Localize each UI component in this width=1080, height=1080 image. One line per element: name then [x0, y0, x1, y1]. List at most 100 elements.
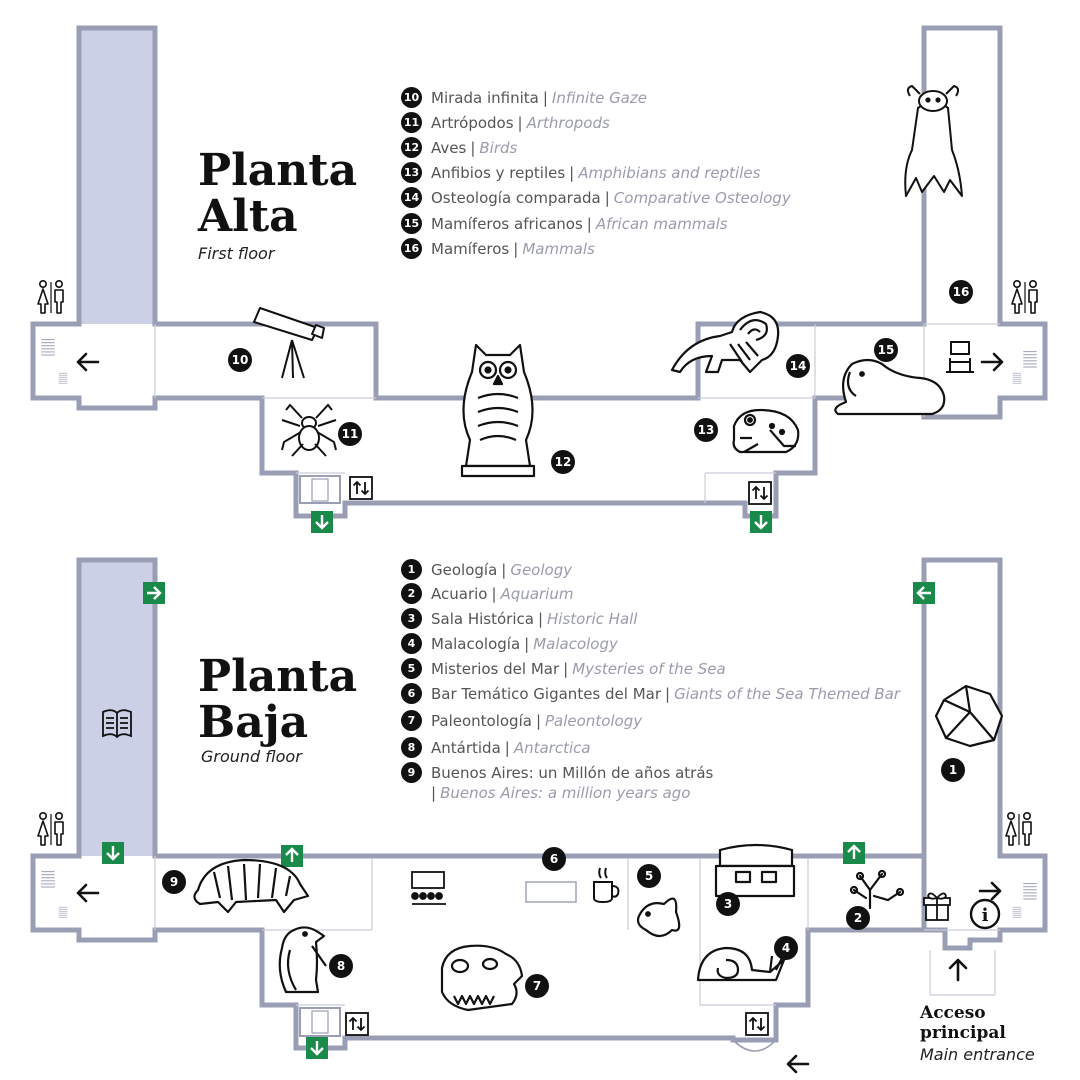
- map-marker[interactable]: 10: [228, 348, 252, 372]
- stairs-icon: [40, 338, 56, 356]
- legend-spanish: Mamíferos: [431, 239, 510, 258]
- ground-floor-title: Planta Baja: [198, 654, 357, 746]
- legend-item[interactable]: 14 Osteología comparada | Comparative Osteo…: [401, 187, 791, 208]
- legend-separator: |: [542, 88, 548, 107]
- legend-item[interactable]: 7 Paleontología | Paleontology: [401, 710, 642, 731]
- legend-item[interactable]: 2 Acuario | Aquarium: [401, 583, 573, 604]
- legend-item[interactable]: 8 Antártida | Antarctica: [401, 737, 591, 758]
- map-marker-label: 16: [953, 285, 970, 299]
- map-marker[interactable]: 3: [716, 892, 740, 916]
- map-marker[interactable]: 13: [694, 418, 718, 442]
- treasure-chest-icon: [714, 843, 796, 898]
- info-icon[interactable]: i: [969, 898, 1001, 930]
- map-marker[interactable]: 5: [637, 864, 661, 888]
- stairs-icon: [1022, 882, 1038, 900]
- emergency-exit-icon: [306, 1037, 328, 1059]
- restroom-icon: [1005, 812, 1032, 846]
- legend-english: Malacology: [533, 634, 618, 653]
- stairs-icon: [1011, 372, 1023, 384]
- snail-icon: [696, 946, 786, 982]
- legend-item[interactable]: 4 Malacología | Malacology: [401, 633, 618, 654]
- spider-icon: [281, 403, 337, 457]
- main-entrance-title-line1: Acceso: [920, 1003, 986, 1023]
- coffee-icon: [593, 867, 620, 904]
- emergency-exit-icon: [102, 842, 124, 864]
- legend-item[interactable]: 11 Artrópodos | Arthropods: [401, 112, 610, 133]
- map-marker[interactable]: 12: [551, 450, 575, 474]
- map-marker-label: 2: [854, 911, 862, 925]
- emergency-exit-icon: [913, 582, 935, 604]
- legend-number: 2: [401, 583, 422, 604]
- legend-english: African mammals: [595, 214, 728, 233]
- upper-floor-title-line1: Planta: [198, 145, 358, 196]
- ground-floor-plan: [30, 557, 1048, 1052]
- legend-separator: |: [491, 584, 497, 603]
- map-marker[interactable]: 11: [338, 422, 362, 446]
- legend-item[interactable]: 13 Anfibios y reptiles | Amphibians and rep…: [401, 162, 760, 183]
- map-marker-label: 15: [878, 343, 895, 357]
- map-marker-label: 5: [645, 869, 653, 883]
- stairs-icon: [1011, 906, 1023, 918]
- legend-item[interactable]: 10 Mirada infinita | Infinite Gaze: [401, 87, 647, 108]
- frog-icon: [732, 408, 800, 454]
- emergency-exit-icon: [311, 511, 333, 533]
- legend-english: Mammals: [522, 239, 595, 258]
- legend-english: Paleontology: [545, 711, 643, 730]
- map-marker[interactable]: 16: [949, 280, 973, 304]
- sunfish-icon: [636, 897, 681, 938]
- map-marker[interactable]: 7: [525, 974, 549, 998]
- legend-number: 12: [401, 137, 422, 158]
- legend-spanish: Malacología: [431, 634, 521, 653]
- map-marker[interactable]: 15: [874, 338, 898, 362]
- legend-item[interactable]: 9 Buenos Aires: un Millón de años atrás |…: [401, 762, 713, 802]
- arrow-icon: [978, 881, 1002, 901]
- elevator-icon[interactable]: [745, 1012, 769, 1036]
- legend-item[interactable]: 15 Mamíferos africanos | African mammals: [401, 213, 728, 234]
- emergency-exit-icon: [750, 511, 772, 533]
- map-marker-label: 6: [550, 852, 558, 866]
- legend-item[interactable]: 16 Mamíferos | Mammals: [401, 238, 595, 259]
- emergency-exit-icon: [281, 845, 303, 867]
- legend-spanish: Aves: [431, 138, 467, 157]
- legend-english: Comparative Osteology: [613, 188, 791, 207]
- gift-icon: [923, 892, 951, 921]
- lion-icon: [834, 358, 946, 416]
- legend-item[interactable]: 12 Aves | Birds: [401, 137, 517, 158]
- upper-floor-plan: [30, 25, 1048, 519]
- map-marker[interactable]: 8: [329, 954, 353, 978]
- legend-number: 11: [401, 112, 422, 133]
- elevator-icon[interactable]: [345, 1012, 369, 1036]
- arrow-icon: [948, 958, 968, 982]
- upper-left-tower-highlight: [79, 28, 155, 324]
- map-marker[interactable]: 14: [786, 354, 810, 378]
- legend-number: 7: [401, 710, 422, 731]
- legend-item[interactable]: 3 Sala Histórica | Historic Hall: [401, 608, 637, 629]
- map-marker-label: 8: [337, 959, 345, 973]
- map-marker-label: 11: [342, 427, 359, 441]
- legend-separator: |: [569, 163, 575, 182]
- map-marker[interactable]: 2: [846, 906, 870, 930]
- elevator-icon[interactable]: [748, 481, 772, 505]
- armadillo-icon: [193, 858, 310, 914]
- map-marker[interactable]: 4: [774, 936, 798, 960]
- legend-number: 9: [401, 762, 422, 783]
- stairs-icon: [1022, 350, 1038, 368]
- ground-floor-title-line2: Baja: [198, 697, 309, 748]
- restroom-icon: [37, 812, 64, 846]
- legend-number: 6: [401, 683, 422, 704]
- legend-item[interactable]: 5 Misterios del Mar | Mysteries of the Sea: [401, 658, 726, 679]
- map-marker[interactable]: 1: [941, 758, 965, 782]
- legend-item[interactable]: 6 Bar Temático Gigantes del Mar | Giants of…: [401, 683, 900, 704]
- legend-english: Antarctica: [513, 738, 591, 757]
- upper-floor-subtitle: First floor: [198, 244, 275, 263]
- upper-floor-outline: [30, 25, 1048, 519]
- ground-floor-subtitle: Ground floor: [201, 747, 302, 766]
- elevator-icon[interactable]: [349, 476, 373, 500]
- penguin-icon: [278, 926, 327, 994]
- coral-icon: [849, 869, 905, 910]
- map-marker[interactable]: 6: [542, 847, 566, 871]
- map-marker[interactable]: 9: [162, 870, 186, 894]
- ground-floor-title-line1: Planta: [198, 651, 358, 702]
- legend-item[interactable]: 1 Geología | Geology: [401, 559, 572, 580]
